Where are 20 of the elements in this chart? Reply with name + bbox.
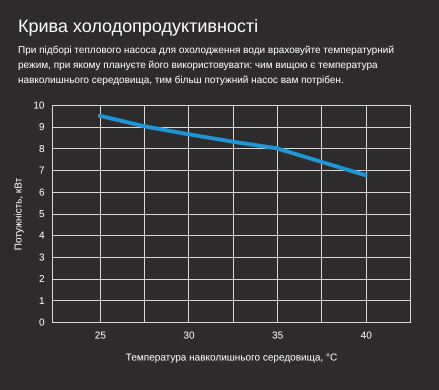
x-tick-label: 40 — [360, 330, 372, 342]
y-tick-label: 1 — [38, 296, 45, 307]
line-series — [98, 114, 368, 178]
x-tick-label: 25 — [94, 330, 106, 342]
x-tick-label: 30 — [183, 330, 195, 342]
y-axis-title: Потужність, кВт — [13, 177, 24, 250]
y-tick-label: 7 — [38, 166, 45, 177]
chart-subtitle: При підборі теплового насоса для охолодження води враховуйте температурний режим, при якому плануєте його використовувати: чим вищою є температура навколишнього середовища, тим більш потужний насос вам потрібен. — [18, 44, 395, 88]
y-tick-label: 4 — [38, 230, 45, 242]
y-tick-label: 2 — [38, 274, 45, 286]
y-tick-label: 5 — [38, 209, 45, 220]
chart-title: Крива холодопродуктивності — [18, 16, 258, 37]
y-tick-label: 6 — [38, 187, 45, 198]
x-axis-title: Температура навколишнього середовища, °C — [126, 352, 338, 364]
y-tick-label: 10 — [33, 100, 45, 112]
y-tick-label: 3 — [38, 252, 45, 264]
y-tick-label: 8 — [38, 144, 45, 155]
y-tick-label: 9 — [38, 122, 45, 134]
x-tick-label: 35 — [272, 330, 284, 342]
y-tick-label: 0 — [38, 318, 45, 328]
